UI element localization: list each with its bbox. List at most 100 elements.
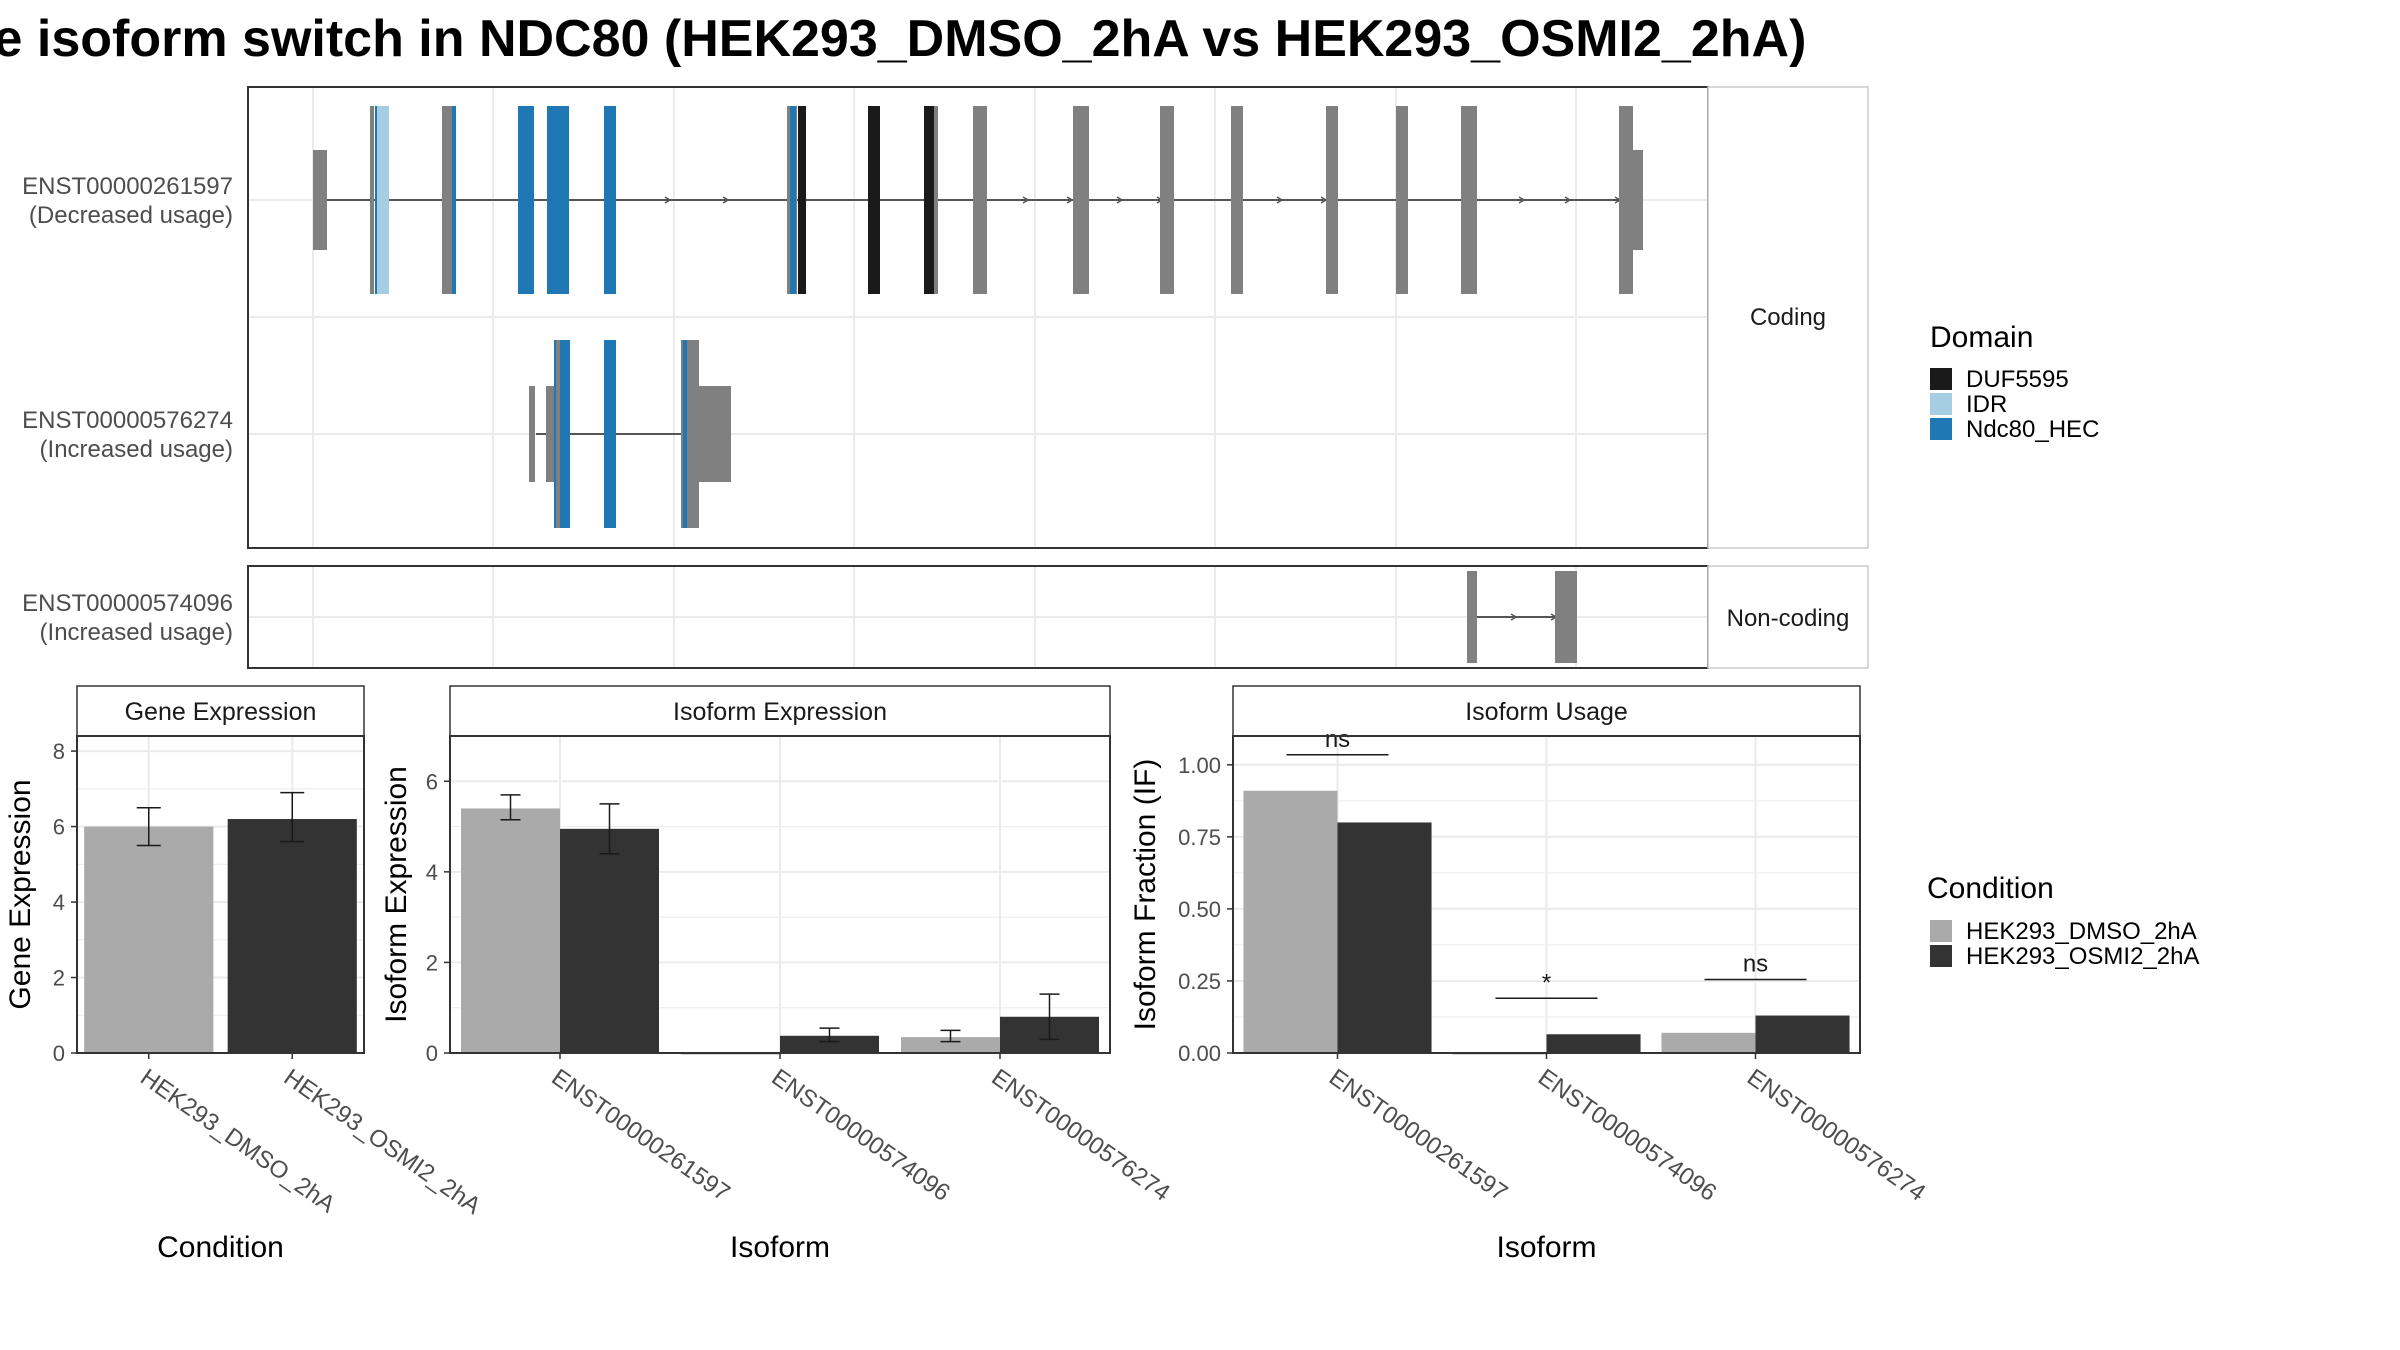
y-tick-label: 4 bbox=[426, 860, 438, 885]
y-tick-label: 0.50 bbox=[1178, 897, 1221, 922]
strand-arrow bbox=[1116, 196, 1124, 204]
exon-block bbox=[699, 386, 731, 482]
y-axis-title: Gene Expression bbox=[4, 779, 37, 1009]
noncoding-strip bbox=[1707, 565, 1869, 669]
exon-block bbox=[370, 106, 374, 294]
exon-block bbox=[1326, 106, 1338, 294]
bar bbox=[1243, 790, 1338, 1053]
exon-block bbox=[973, 106, 987, 294]
isoform-structure-panel: Coding Non-coding ENST00000261597(Decrease… bbox=[22, 86, 1869, 669]
x-axis-title: Condition bbox=[157, 1231, 284, 1264]
isoform-usage-label: (Decreased usage) bbox=[29, 202, 233, 229]
figure-title: The isoform switch in NDC80 (HEK293_DMSO… bbox=[0, 10, 1806, 68]
legend-swatch bbox=[1930, 945, 1952, 967]
domain-block bbox=[798, 106, 806, 294]
domain-block bbox=[868, 106, 880, 294]
y-tick-label: 6 bbox=[426, 769, 438, 794]
exon-block bbox=[1631, 150, 1643, 250]
exon-block bbox=[313, 150, 327, 250]
y-tick-label: 8 bbox=[53, 739, 65, 764]
strand-arrow bbox=[1564, 196, 1572, 204]
isoform-usage-label: (Increased usage) bbox=[40, 436, 233, 463]
bar bbox=[1755, 1015, 1850, 1053]
isoform-id-label: ENST00000576274 bbox=[22, 407, 233, 434]
legend-swatch bbox=[1930, 920, 1952, 942]
coding-strip-label: Coding bbox=[1750, 304, 1826, 331]
y-tick-label: 4 bbox=[53, 890, 65, 915]
y-tick-label: 1.00 bbox=[1178, 753, 1221, 778]
significance-label: * bbox=[1542, 969, 1551, 996]
chart-strip bbox=[1232, 685, 1861, 737]
domain-block bbox=[604, 106, 616, 294]
coding-strip bbox=[1707, 86, 1869, 549]
chart-title: Isoform Usage bbox=[1465, 698, 1628, 726]
legend-label: Ndc80_HEC bbox=[1966, 416, 2099, 443]
exon-block bbox=[1160, 106, 1174, 294]
y-axis-title: Isoform Fraction (IF) bbox=[1129, 759, 1162, 1031]
bar bbox=[560, 828, 659, 1053]
bar bbox=[84, 826, 214, 1053]
gene-expression-chart: Gene Expression02468HEK293_DMSO_2hAHEK29… bbox=[4, 685, 486, 1264]
isoform-id-label: ENST00000261597 bbox=[22, 173, 233, 200]
x-tick-label: ENST00000576274 bbox=[1742, 1064, 1930, 1207]
y-tick-label: 0 bbox=[426, 1041, 438, 1066]
bar bbox=[780, 1035, 879, 1053]
exon-block bbox=[1555, 571, 1577, 663]
bar bbox=[227, 819, 357, 1053]
domain-block bbox=[377, 106, 389, 294]
exon-block bbox=[1467, 571, 1477, 663]
domain-block bbox=[518, 106, 534, 294]
bar bbox=[461, 808, 560, 1053]
significance-label: ns bbox=[1325, 726, 1350, 753]
exon-block bbox=[1073, 106, 1089, 294]
y-axis-title: Isoform Expression bbox=[380, 766, 413, 1023]
isoform-usage-label: (Increased usage) bbox=[40, 619, 233, 646]
bar bbox=[901, 1037, 1000, 1053]
exon-block bbox=[1231, 106, 1243, 294]
bar bbox=[1661, 1032, 1756, 1053]
x-tick-label: ENST00000261597 bbox=[1324, 1064, 1512, 1207]
x-axis-title: Isoform bbox=[1496, 1231, 1596, 1264]
bar bbox=[1546, 1034, 1641, 1053]
y-tick-label: 0 bbox=[53, 1041, 65, 1066]
y-tick-label: 0.75 bbox=[1178, 825, 1221, 850]
domain-block bbox=[452, 106, 456, 294]
exon-block bbox=[529, 386, 535, 482]
strand-arrow bbox=[1510, 613, 1518, 621]
condition-legend-title: Condition bbox=[1927, 872, 2054, 905]
legend-label: HEK293_OSMI2_2hA bbox=[1966, 943, 2199, 970]
x-tick-label: ENST00000261597 bbox=[547, 1064, 735, 1207]
x-tick-label: ENST00000574096 bbox=[1533, 1064, 1721, 1207]
exon-block bbox=[546, 386, 554, 482]
isoform-expression-chart: Isoform Expression 0 2 4 6 ENST00000261597 ENS… bbox=[380, 685, 1175, 1264]
strand-arrow bbox=[722, 196, 730, 204]
legend-swatch bbox=[1930, 418, 1952, 440]
exon-block bbox=[1619, 106, 1633, 294]
y-tick-label: 2 bbox=[426, 950, 438, 975]
chart-strip bbox=[449, 685, 1111, 737]
exon-block bbox=[1396, 106, 1408, 294]
domain-block bbox=[683, 340, 687, 528]
exon-block bbox=[556, 340, 560, 528]
chart-title: Isoform Expression bbox=[673, 698, 887, 726]
strand-arrow bbox=[1022, 196, 1030, 204]
isoform-usage-chart: Isoform Usage 0.00 0.25 0.50 0.75 1.00 ns * ns EN… bbox=[1129, 685, 1930, 1264]
legend-label: HEK293_DMSO_2hA bbox=[1966, 918, 2197, 945]
significance-label: ns bbox=[1743, 951, 1768, 978]
y-tick-label: 0.25 bbox=[1178, 969, 1221, 994]
plot-border bbox=[76, 735, 365, 1054]
domain-legend-title: Domain bbox=[1930, 321, 2033, 354]
strand-arrow bbox=[1276, 196, 1284, 204]
bar bbox=[1337, 822, 1432, 1053]
exon-block bbox=[1461, 106, 1477, 294]
isoform-id-label: ENST00000574096 bbox=[22, 590, 233, 617]
legend-swatch bbox=[1930, 393, 1952, 415]
x-axis-title: Isoform bbox=[730, 1231, 830, 1264]
noncoding-strip-label: Non-coding bbox=[1727, 605, 1850, 632]
strand-arrow bbox=[1518, 196, 1526, 204]
legend-swatch bbox=[1930, 368, 1952, 390]
x-tick-label: ENST00000574096 bbox=[767, 1064, 955, 1207]
